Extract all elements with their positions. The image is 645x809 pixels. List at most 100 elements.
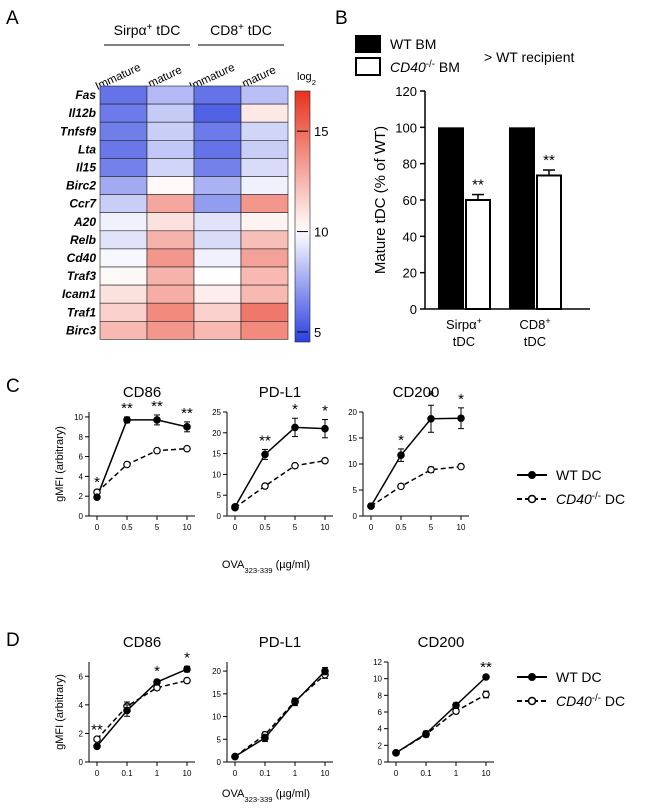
y-tick-label: 10 xyxy=(74,413,83,422)
significance-mark: * xyxy=(154,663,160,680)
significance-mark: ** xyxy=(91,721,103,738)
label-part: + xyxy=(545,316,550,326)
y-tick-label: 2 xyxy=(378,741,383,750)
x-tick-label: 0 xyxy=(95,769,100,778)
x-tick-label: 10 xyxy=(457,523,466,532)
x-tick-label: 10 xyxy=(183,769,192,778)
data-point-ko xyxy=(183,676,191,685)
x-tick-label: 10 xyxy=(482,769,491,778)
heatmap-cell xyxy=(146,248,195,268)
data-point-wt xyxy=(231,503,239,511)
heatmap-cell xyxy=(146,230,195,250)
y-tick-label: 8 xyxy=(79,433,84,442)
category-label: Sirpα+ xyxy=(446,316,482,332)
y-tick-label: 20 xyxy=(348,408,357,417)
x-tick-label: 10 xyxy=(321,523,330,532)
y-tick-label: 4 xyxy=(79,472,84,481)
data-point-wt xyxy=(427,414,435,423)
heatmap-cell xyxy=(240,248,289,268)
heatmap-cell xyxy=(99,194,148,214)
x-tick-label: 0.1 xyxy=(259,769,271,778)
y-axis-title: Mature tDC (% of WT) xyxy=(372,126,389,274)
label-part: OVA xyxy=(222,788,245,800)
bar-ko xyxy=(536,174,562,310)
significance-mark: ** xyxy=(259,432,271,449)
heatmap-cell xyxy=(99,158,148,177)
label-part: tDC xyxy=(152,22,180,38)
bar-wt xyxy=(509,127,535,309)
heatmap-row-label: Birc2 xyxy=(66,179,96,193)
panel-letter-a: A xyxy=(6,8,19,29)
legend-label-ko: CD40-/- DC xyxy=(556,491,625,508)
series-line-ko xyxy=(96,447,188,493)
label-part: (µg/ml) xyxy=(273,559,311,571)
heatmap-group-label: Sirpα+ tDC xyxy=(114,22,181,39)
data-point-wt xyxy=(321,424,329,433)
label-part: 323-339 xyxy=(244,795,272,804)
legend-marker-wt xyxy=(528,471,536,479)
legend-label-ko: CD40-/- DC xyxy=(556,693,625,710)
subplot-title: CD86 xyxy=(123,634,161,651)
d-subplot: PD-L1 0 5 10 15 20 0 0.1 1 10 xyxy=(212,634,333,778)
heatmap-cell xyxy=(193,103,242,123)
significance-mark: ** xyxy=(151,398,163,415)
y-tick-label: 5 xyxy=(217,491,222,500)
data-point-wt xyxy=(93,742,101,751)
heatmap-cell xyxy=(240,212,289,232)
category-label: tDC xyxy=(453,334,475,349)
colorbar-tick-label: 10 xyxy=(314,225,328,240)
y-tick-label: 0 xyxy=(217,512,222,521)
heatmap-cell xyxy=(99,302,148,322)
y-tick-label: 2 xyxy=(79,492,84,501)
heatmap-cell xyxy=(146,140,195,159)
heatmap-cell xyxy=(99,248,148,268)
y-tick-label: 12 xyxy=(373,658,382,667)
label-part: -/- xyxy=(592,491,601,502)
series-line-ko xyxy=(234,674,326,758)
x-tick-label: 0 xyxy=(369,523,374,532)
heatmap-row-label: Ccr7 xyxy=(69,197,97,211)
data-point-ko xyxy=(261,482,269,490)
y-tick-label: 10 xyxy=(373,675,382,684)
y-tick-label: 4 xyxy=(79,701,84,710)
heatmap-cell xyxy=(240,266,289,286)
data-point-ko xyxy=(457,462,465,471)
data-point-ko xyxy=(427,465,435,474)
series-line-wt xyxy=(96,419,188,498)
heatmap-cell xyxy=(146,284,195,304)
y-tick-label: 5 xyxy=(217,735,222,744)
y-tick-label: 8 xyxy=(378,691,383,700)
significance-mark: ** xyxy=(121,400,133,417)
heatmap-cell xyxy=(193,194,242,214)
c-subplot: CD200 0 5 10 15 20 0 0.5 5 10 * * * xyxy=(348,384,469,532)
panel-letter-b: B xyxy=(335,8,348,29)
heatmap-cell xyxy=(146,266,195,286)
y-tick-label: 0 xyxy=(353,512,358,521)
heatmap-cell xyxy=(99,121,148,141)
colorbar-tick-label: 5 xyxy=(314,325,321,340)
heatmap-cell xyxy=(146,302,195,322)
label-part: log xyxy=(297,71,312,83)
y-tick-label: 2 xyxy=(79,729,84,738)
subplot-title: CD200 xyxy=(418,634,465,651)
heatmap-cell xyxy=(99,266,148,286)
data-point-ko xyxy=(123,460,131,469)
data-point-ko xyxy=(153,446,161,455)
legend-swatch-ko xyxy=(355,57,381,76)
colorbar-label: log2 xyxy=(297,71,316,87)
series-line-ko xyxy=(234,459,326,509)
label-part: -/- xyxy=(426,59,435,70)
y-tick-label: 15 xyxy=(212,450,221,459)
heatmap-cell xyxy=(99,230,148,250)
heatmap-cell xyxy=(193,85,242,105)
data-point-wt xyxy=(321,667,329,675)
heatmap-cell xyxy=(193,320,242,340)
legend-swatch-wt xyxy=(355,35,381,53)
y-tick-label: 6 xyxy=(79,453,84,462)
x-tick-label: 1 xyxy=(155,769,160,778)
heatmap-cell xyxy=(99,320,148,340)
heatmap-cell xyxy=(193,212,242,232)
heatmap-cell xyxy=(193,230,242,250)
heatmap-row-label: Relb xyxy=(70,233,96,247)
